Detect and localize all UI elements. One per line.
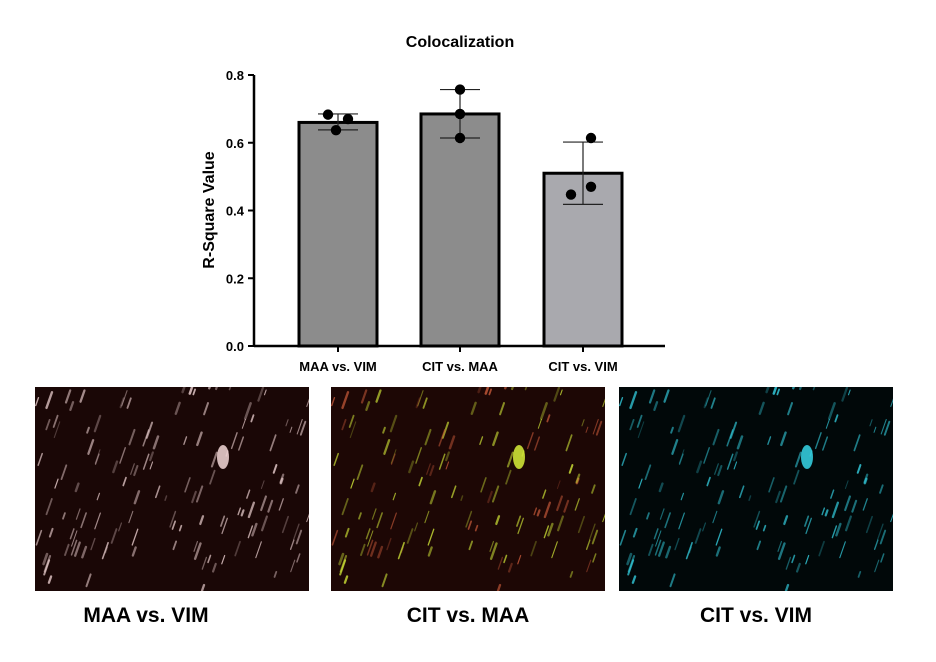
micrograph-streaks-0 [35,387,309,591]
micrograph-maa-vs-vim [35,387,309,591]
bar-0 [297,120,379,348]
data-point-2-2 [585,181,597,192]
y-tick-label-2: 0.4 [226,204,245,219]
data-point-1-1 [454,108,466,120]
micrograph-cit-vs-maa [331,387,605,591]
micrograph-streaks-2 [619,387,893,591]
bars-layer [297,112,624,348]
x-tick-label-1: CIT vs. MAA [422,359,498,374]
y-tick-label-3: 0.6 [226,136,244,151]
data-point-1-0 [454,84,466,95]
x-tick-label-2: CIT vs. VIM [548,359,617,374]
y-axis-label: R-Square Value [201,151,218,268]
panel-label-maa-vs-vim: MAA vs. VIM [83,604,209,627]
y-tick-label-0: 0.0 [226,339,244,354]
data-point-0-2 [330,125,342,136]
chart-title: Colocalization [406,34,514,51]
micrograph-streaks-1 [331,387,605,591]
data-point-0-0 [322,109,334,120]
data-point-0-1 [342,113,354,125]
y-tick-label-4: 0.8 [226,68,244,83]
x-tick-label-0: MAA vs. VIM [299,359,377,374]
axes-layer: MAA vs. VIM CIT vs. MAA CIT vs. VIM 0.0 0.2 0… [226,68,665,374]
micrograph-cit-vs-vim [619,387,893,591]
panel-label-cit-vs-maa: CIT vs. MAA [406,604,530,627]
panel-label-cit-vs-vim: CIT vs. VIM [699,604,813,627]
data-point-1-2 [454,132,466,144]
data-point-2-0 [585,132,597,144]
y-tick-label-1: 0.2 [226,271,244,286]
points-layer [322,84,597,200]
colocalization-chart: Colocalization R-Square Value MAA vs. VI… [201,34,665,374]
data-point-2-1 [565,189,577,200]
error-bar-2 [563,141,603,206]
bar-1 [419,112,501,348]
